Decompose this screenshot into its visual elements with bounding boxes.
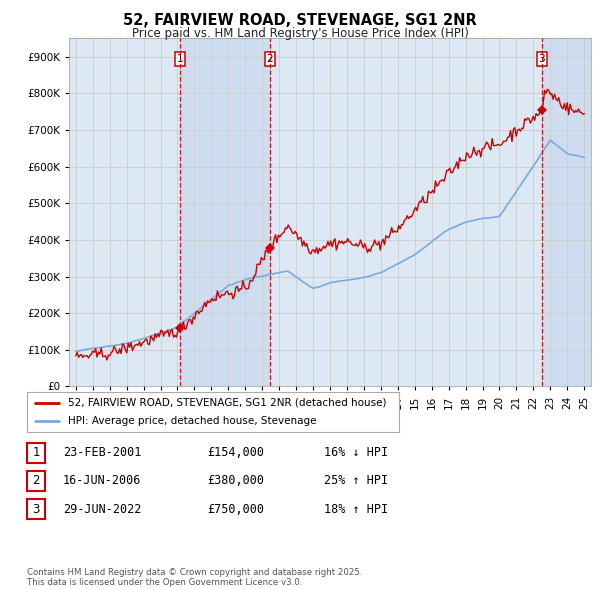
- Text: 1: 1: [32, 446, 40, 459]
- Text: 16-JUN-2006: 16-JUN-2006: [63, 474, 142, 487]
- Text: Price paid vs. HM Land Registry's House Price Index (HPI): Price paid vs. HM Land Registry's House …: [131, 27, 469, 40]
- Text: 16% ↓ HPI: 16% ↓ HPI: [324, 446, 388, 459]
- Text: 2: 2: [266, 54, 274, 64]
- Text: 3: 3: [538, 54, 545, 64]
- Text: 29-JUN-2022: 29-JUN-2022: [63, 503, 142, 516]
- Text: 52, FAIRVIEW ROAD, STEVENAGE, SG1 2NR (detached house): 52, FAIRVIEW ROAD, STEVENAGE, SG1 2NR (d…: [68, 398, 386, 408]
- Bar: [180, 38, 270, 386]
- Text: HPI: Average price, detached house, Stevenage: HPI: Average price, detached house, Stev…: [68, 416, 316, 426]
- Text: £154,000: £154,000: [207, 446, 264, 459]
- Text: Contains HM Land Registry data © Crown copyright and database right 2025.
This d: Contains HM Land Registry data © Crown c…: [27, 568, 362, 587]
- Text: £750,000: £750,000: [207, 503, 264, 516]
- Text: 1: 1: [176, 54, 183, 64]
- Text: 23-FEB-2001: 23-FEB-2001: [63, 446, 142, 459]
- Text: 25% ↑ HPI: 25% ↑ HPI: [324, 474, 388, 487]
- Text: £380,000: £380,000: [207, 474, 264, 487]
- Bar: [542, 38, 591, 386]
- Text: 18% ↑ HPI: 18% ↑ HPI: [324, 503, 388, 516]
- Text: 52, FAIRVIEW ROAD, STEVENAGE, SG1 2NR: 52, FAIRVIEW ROAD, STEVENAGE, SG1 2NR: [123, 13, 477, 28]
- Text: 2: 2: [32, 474, 40, 487]
- Text: 3: 3: [32, 503, 40, 516]
